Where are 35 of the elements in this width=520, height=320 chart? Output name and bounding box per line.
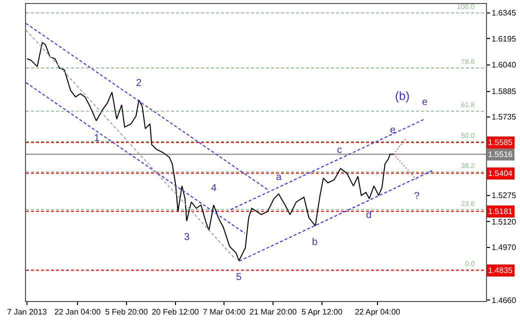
y-tick-label: 1.6195 [492,34,517,44]
ref-line-label: 1.4835 [488,266,514,275]
y-tick-label: 1.5735 [492,112,517,122]
annotation: c [337,145,342,156]
ref-line-label: 1.5585 [488,138,514,147]
annotation: d [366,210,372,221]
x-tick-label: 7 Jan 2013 [7,308,48,317]
ref-line-label: 1.5181 [488,207,514,216]
y-tick-label: 1.5120 [492,218,517,227]
y-tick-label: 1.6345 [492,8,517,18]
annotation: e [422,97,428,108]
x-tick-label: 20 Feb 12:00 [152,308,200,317]
x-tick-label: 21 Mar 20:00 [250,308,298,317]
x-tick-label: 5 Apr 12:00 [302,308,343,317]
x-tick-label: 22 Jan 04:00 [54,308,102,317]
y-tick-label: 1.4660 [492,296,517,305]
annotation: 2 [136,78,142,89]
y-tick-label: 1.5275 [492,191,517,200]
y-tick-label: 1.4970 [492,243,517,252]
annotation: b [312,237,318,248]
annotation: 4 [211,183,217,194]
y-tick-label: 1.5885 [492,87,517,96]
annotation: ? [414,191,420,202]
annotation: a [276,172,282,183]
annotation: 3 [184,232,190,243]
annotation: 5 [236,272,242,283]
ref-line-label: 1.5516 [488,150,514,159]
annotation: (b) [395,89,410,103]
annotation: e [390,125,396,136]
annotation: 1 [94,133,100,144]
y-tick-label: 1.6040 [492,60,517,70]
x-tick-label: 22 Apr 04:00 [354,308,401,317]
x-tick-label: 5 Feb 20:00 [105,308,148,317]
x-tick-label: 7 Mar 04:00 [202,308,246,317]
ref-line-label: 1.5404 [488,169,514,178]
